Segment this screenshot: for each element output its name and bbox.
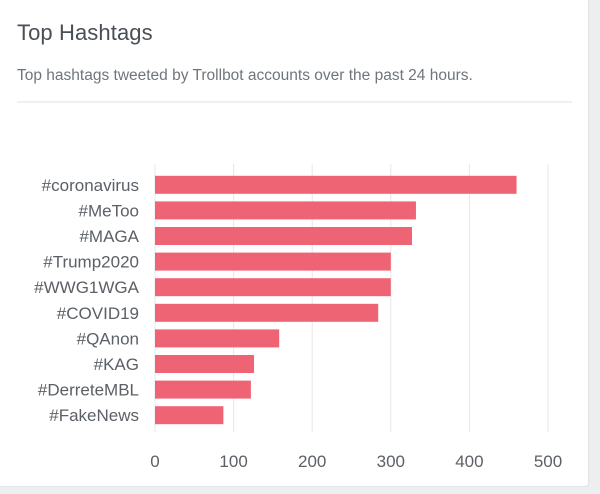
bar-qanon[interactable] — [155, 329, 280, 348]
header-divider — [17, 101, 572, 103]
y-category-label: #MeToo — [79, 201, 139, 220]
bar-trump2020[interactable] — [155, 252, 391, 271]
y-category-label: #DerreteMBL — [38, 381, 139, 400]
bar-kag[interactable] — [155, 355, 255, 373]
bar-covid19[interactable] — [155, 303, 379, 322]
x-tick-label: 100 — [219, 452, 247, 471]
bar-fakenews[interactable] — [155, 406, 224, 425]
y-category-label: #WWG1WGA — [34, 278, 139, 297]
y-category-label: #coronavirus — [42, 176, 139, 195]
y-category-label: #QAnon — [77, 329, 139, 348]
x-tick-label: 200 — [298, 452, 326, 471]
x-tick-label: 0 — [150, 452, 159, 471]
card-title: Top Hashtags — [17, 20, 153, 45]
y-category-label: #COVID19 — [57, 304, 139, 323]
bar-metoo[interactable] — [155, 201, 416, 220]
card-subtitle: Top hashtags tweeted by Trollbot account… — [17, 67, 473, 84]
y-category-label: #KAG — [94, 355, 139, 374]
x-tick-label: 300 — [377, 452, 405, 471]
bar-coronavirus[interactable] — [155, 175, 517, 194]
y-category-label: #MAGA — [79, 227, 139, 246]
y-category-label: #FakeNews — [49, 406, 139, 425]
y-category-label: #Trump2020 — [43, 253, 139, 272]
bar-derretembl[interactable] — [155, 380, 251, 399]
x-tick-label: 500 — [534, 452, 562, 471]
bar-wwg1wga[interactable] — [155, 278, 391, 297]
bar-maga[interactable] — [155, 227, 413, 245]
x-tick-label: 400 — [455, 452, 483, 471]
